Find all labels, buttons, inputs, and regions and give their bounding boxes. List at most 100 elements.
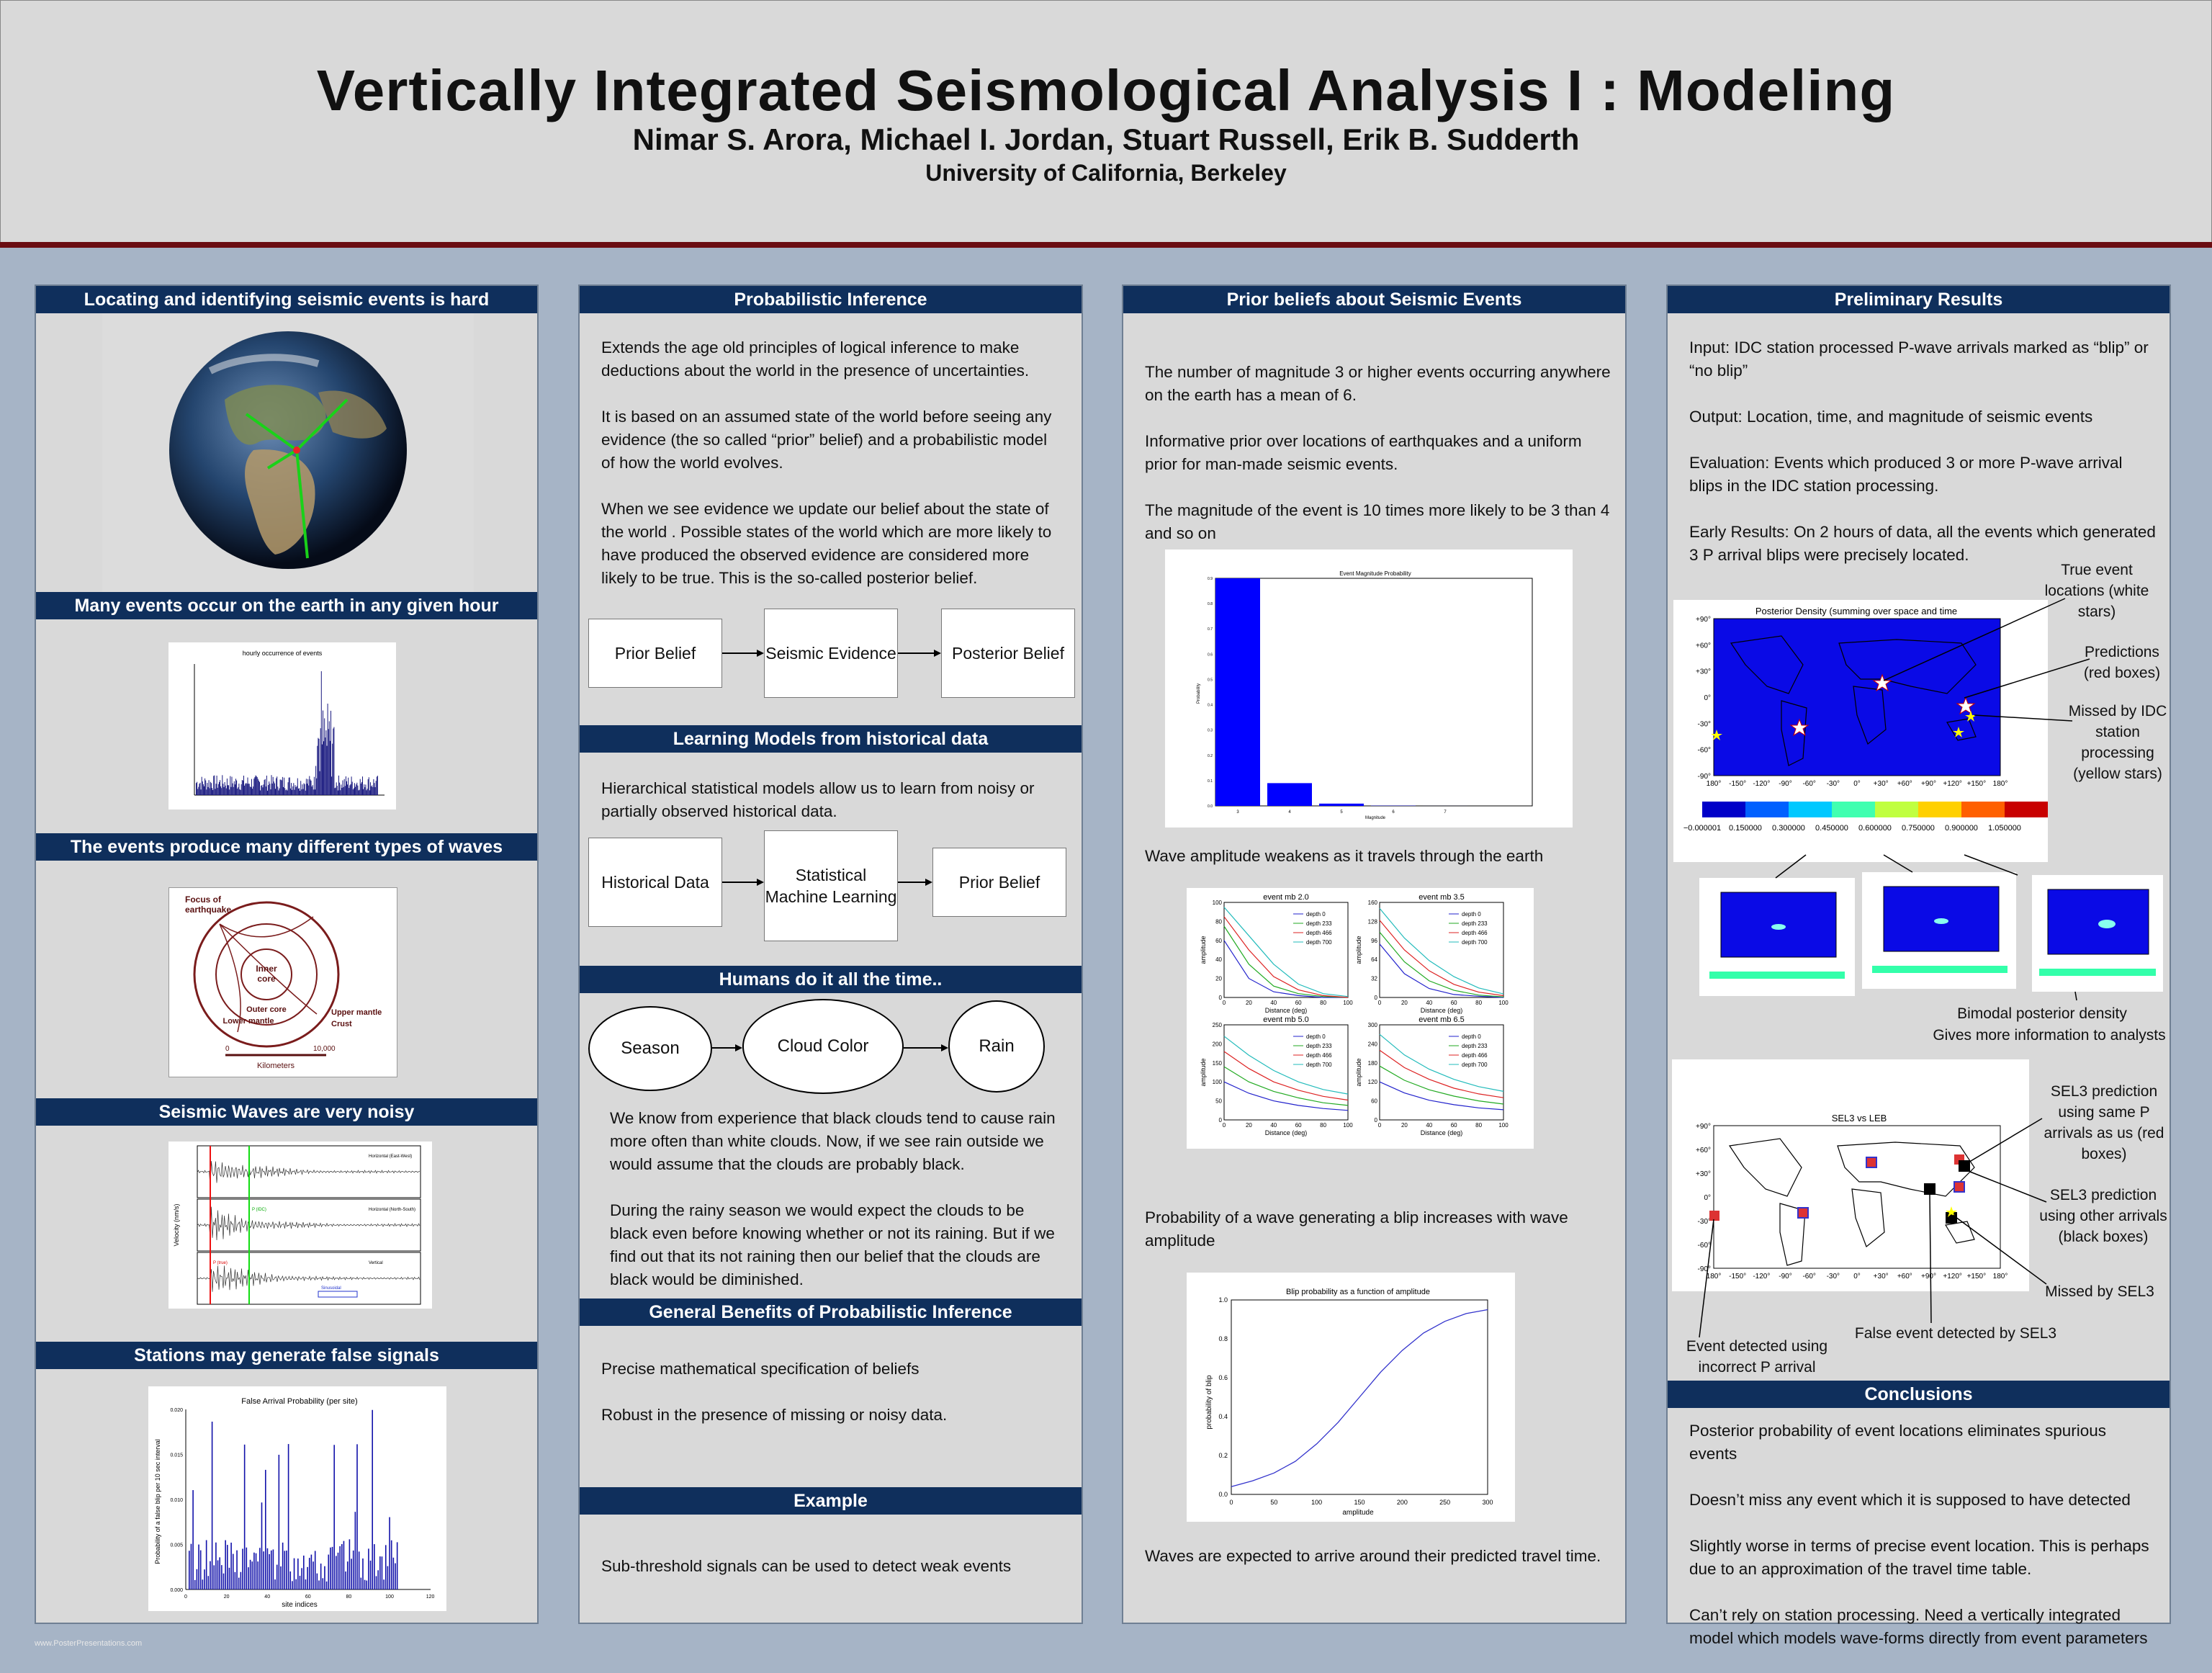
conclusion-item: Posterior probability of event locations… — [1689, 1419, 2157, 1466]
histogram-bar — [249, 784, 250, 795]
false-arrival-bar — [198, 1545, 199, 1589]
amplitude-xlabel: Distance (deg) — [1421, 1007, 1463, 1014]
amplitude-subplot-title: event mb 6.5 — [1419, 1015, 1465, 1024]
histogram-bar — [353, 789, 354, 795]
arrow-sel3-other — [1970, 1172, 2046, 1202]
histogram-bar — [208, 787, 209, 795]
legend-entry: depth 700 — [1306, 939, 1332, 946]
amplitude-y-tick: 60 — [1215, 938, 1222, 944]
false-arrival-bar — [248, 1567, 249, 1589]
false-arrival-bar — [274, 1579, 276, 1589]
histogram-bar — [244, 786, 245, 795]
histogram-bar — [262, 787, 263, 795]
histogram-bar — [250, 786, 251, 795]
histogram-bar — [211, 783, 212, 795]
amplitude-y-tick: 300 — [1368, 1022, 1378, 1028]
histogram-bar — [280, 779, 281, 795]
false-arrival-bar — [385, 1545, 387, 1589]
false-arrival-bar — [200, 1551, 202, 1589]
false-arrival-bar — [355, 1512, 356, 1589]
conclusion-item: Slightly worse in terms of precise event… — [1689, 1535, 2157, 1581]
false-arrival-bar — [289, 1571, 291, 1589]
histogram-bar — [319, 739, 320, 795]
amplitude-xlabel: Distance (deg) — [1265, 1007, 1308, 1014]
section-heading-prior-beliefs: Prior beliefs about Seismic Events — [1123, 286, 1625, 313]
magnitude-bar — [1319, 804, 1364, 806]
false-ylabel: Probability of a false blip per 10 sec i… — [154, 1439, 161, 1564]
arrowhead-6 — [941, 1044, 948, 1051]
amplitude-y-tick: 150 — [1213, 1060, 1223, 1067]
magnitude-x-tick: 7 — [1444, 810, 1447, 815]
flow-2-arrows — [580, 833, 1084, 948]
conclusions-text: Posterior probability of event locations… — [1689, 1419, 2157, 1673]
histogram-bar — [304, 783, 305, 795]
section-heading-probabilistic-inference: Probabilistic Inference — [580, 286, 1082, 313]
label-focus: Focus of — [185, 894, 222, 905]
histogram-bar — [240, 790, 241, 795]
false-arrival-bar — [379, 1556, 381, 1589]
label-crust: Crust — [331, 1020, 352, 1028]
histogram-bar — [213, 776, 214, 795]
false-arrival-bar — [382, 1556, 383, 1589]
amplitude-series-line — [1380, 1082, 1503, 1110]
false-arrival-bar — [246, 1548, 248, 1589]
histogram-bar — [367, 789, 368, 795]
amplitude-x-tick: 100 — [1343, 1000, 1353, 1006]
footer-credit[interactable]: www.PosterPresentations.com — [35, 1639, 142, 1648]
waveform-ylabel: Velocity (nm/s) — [173, 1203, 180, 1246]
histogram-svg: hourly occurrence of events — [168, 642, 396, 809]
blip-y-tick: 1.0 — [1218, 1296, 1228, 1304]
false-arrival-bar — [292, 1581, 293, 1589]
amplitude-x-tick: 40 — [1270, 1000, 1277, 1006]
histogram-bar — [305, 791, 306, 795]
false-arrival-bar — [202, 1579, 204, 1589]
amplitude-x-tick: 80 — [1320, 1122, 1326, 1129]
false-x-tick: 80 — [346, 1594, 352, 1600]
histogram-bar — [322, 745, 323, 795]
idc-arrival-tag: P (IDC) — [252, 1208, 266, 1212]
globe-figure — [102, 313, 474, 592]
histogram-bar — [294, 790, 295, 795]
blip-curve — [1231, 1310, 1488, 1487]
paragraph: Probability of a wave generating a blip … — [1145, 1206, 1613, 1252]
prior-beliefs-text: The number of magnitude 3 or higher even… — [1145, 361, 1613, 568]
histogram-bar — [222, 784, 223, 795]
false-arrival-bar — [324, 1566, 325, 1589]
histogram-bar — [360, 779, 361, 795]
false-arrival-bar — [326, 1582, 328, 1589]
histogram-bar — [230, 787, 231, 795]
amplitude-x-tick: 80 — [1475, 1000, 1482, 1006]
histogram-bar — [226, 789, 227, 795]
histogram-bar — [330, 741, 331, 795]
histogram-bar — [352, 781, 353, 795]
false-arrival-bar — [332, 1547, 333, 1589]
amplitude-x-tick: 100 — [1498, 1122, 1509, 1129]
false-x-tick: 20 — [224, 1594, 230, 1600]
histogram-bar — [289, 777, 290, 795]
histogram-bar — [201, 789, 202, 795]
blip-caption: Probability of a wave generating a blip … — [1145, 1206, 1613, 1275]
histogram-bar — [309, 776, 310, 795]
false-arrival-bar — [235, 1572, 236, 1589]
histogram-bar — [203, 784, 204, 795]
false-arrival-bar — [276, 1565, 278, 1589]
false-arrival-bar — [361, 1578, 362, 1589]
paragraph: The magnitude of the event is 10 times m… — [1145, 499, 1613, 545]
amplitude-subplot-title: event mb 3.5 — [1419, 893, 1465, 902]
histogram-bar — [298, 789, 299, 795]
magnitude-x-tick: 4 — [1288, 810, 1291, 815]
false-arrival-bar — [227, 1545, 228, 1589]
histogram-bar — [323, 741, 324, 795]
histogram-bar — [214, 776, 215, 795]
histogram-bar — [206, 789, 207, 795]
histogram-bar — [345, 786, 346, 795]
histogram-bar — [295, 785, 296, 795]
paragraph: During the rainy season we would expect … — [610, 1199, 1064, 1291]
false-arrival-bar — [256, 1553, 257, 1589]
section-heading-conclusions: Conclusions — [1668, 1381, 2170, 1408]
amplitude-y-tick: 96 — [1371, 938, 1377, 944]
false-y-tick: 0.010 — [170, 1498, 183, 1503]
poster-authors: Nimar S. Arora, Michael I. Jordan, Stuar… — [0, 122, 2212, 157]
histogram-bar — [299, 788, 300, 795]
